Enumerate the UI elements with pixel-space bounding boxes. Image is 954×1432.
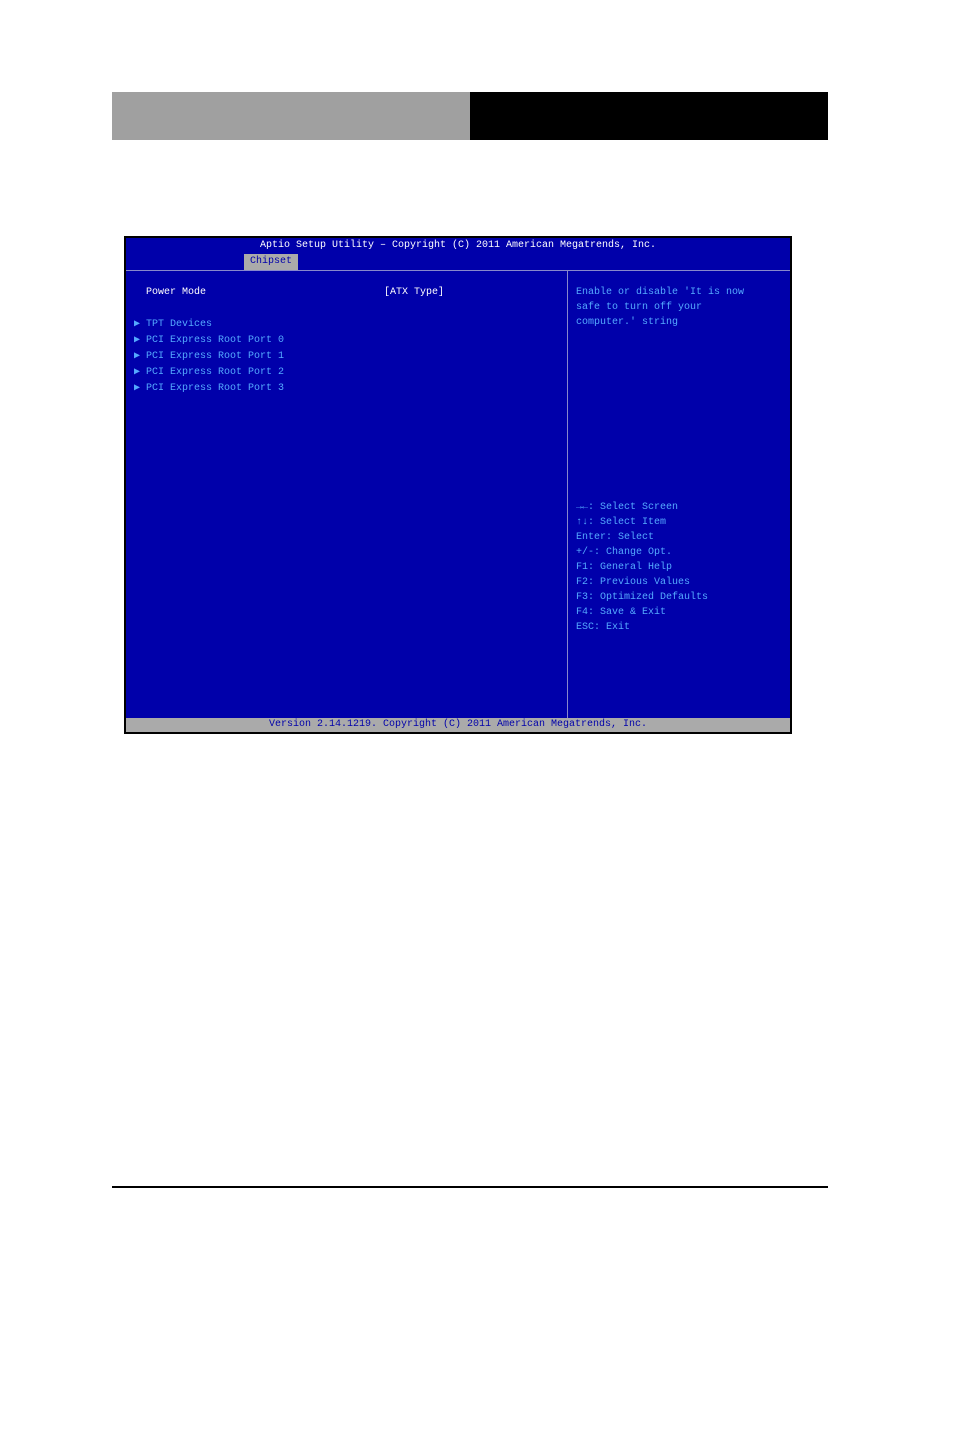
tab-chipset[interactable]: Chipset <box>244 254 298 270</box>
chevron-right-icon: ▶ <box>134 349 146 365</box>
help-line-1: Enable or disable 'It is now <box>576 285 782 300</box>
bios-setup-window: Aptio Setup Utility – Copyright (C) 2011… <box>124 236 792 734</box>
nav-enter: Enter: Select <box>576 530 782 545</box>
top-bar-left <box>112 92 470 140</box>
top-bar-right <box>470 92 828 140</box>
top-header-bar <box>112 92 828 140</box>
help-line-2: safe to turn off your <box>576 300 782 315</box>
power-mode-value: [ATX Type] <box>384 285 559 301</box>
setting-power-mode[interactable]: Power Mode [ATX Type] <box>134 285 559 301</box>
bios-body: Power Mode [ATX Type] ▶ TPT Devices ▶ PC… <box>126 270 790 718</box>
help-text: Enable or disable 'It is now safe to tur… <box>576 285 782 330</box>
bios-left-panel: Power Mode [ATX Type] ▶ TPT Devices ▶ PC… <box>126 270 568 718</box>
submenu-label: PCI Express Root Port 3 <box>146 381 559 397</box>
chevron-right-icon: ▶ <box>134 317 146 333</box>
submenu-label: TPT Devices <box>146 317 559 333</box>
nav-previous-values: F2: Previous Values <box>576 575 782 590</box>
nav-select-screen: →←: Select Screen <box>576 500 782 515</box>
chevron-right-icon: ▶ <box>134 365 146 381</box>
power-mode-label: Power Mode <box>134 285 384 301</box>
submenu-label: PCI Express Root Port 2 <box>146 365 559 381</box>
bios-tab-row: Chipset <box>126 254 790 270</box>
bios-footer: Version 2.14.1219. Copyright (C) 2011 Am… <box>126 718 790 732</box>
spacer <box>134 301 559 317</box>
nav-optimized-defaults: F3: Optimized Defaults <box>576 590 782 605</box>
nav-save-exit: F4: Save & Exit <box>576 605 782 620</box>
submenu-label: PCI Express Root Port 1 <box>146 349 559 365</box>
navigation-help: →←: Select Screen ↑↓: Select Item Enter:… <box>576 500 782 635</box>
chevron-right-icon: ▶ <box>134 333 146 349</box>
submenu-pci-port-3[interactable]: ▶ PCI Express Root Port 3 <box>134 381 559 397</box>
nav-esc-exit: ESC: Exit <box>576 620 782 635</box>
chevron-right-icon: ▶ <box>134 381 146 397</box>
submenu-pci-port-0[interactable]: ▶ PCI Express Root Port 0 <box>134 333 559 349</box>
submenu-pci-port-1[interactable]: ▶ PCI Express Root Port 1 <box>134 349 559 365</box>
bios-right-panel: Enable or disable 'It is now safe to tur… <box>568 270 790 718</box>
submenu-tpt-devices[interactable]: ▶ TPT Devices <box>134 317 559 333</box>
nav-select-item: ↑↓: Select Item <box>576 515 782 530</box>
bottom-divider <box>112 1186 828 1188</box>
bios-title: Aptio Setup Utility – Copyright (C) 2011… <box>126 238 790 254</box>
nav-general-help: F1: General Help <box>576 560 782 575</box>
help-line-3: computer.' string <box>576 315 782 330</box>
nav-change-opt: +/-: Change Opt. <box>576 545 782 560</box>
submenu-pci-port-2[interactable]: ▶ PCI Express Root Port 2 <box>134 365 559 381</box>
submenu-label: PCI Express Root Port 0 <box>146 333 559 349</box>
